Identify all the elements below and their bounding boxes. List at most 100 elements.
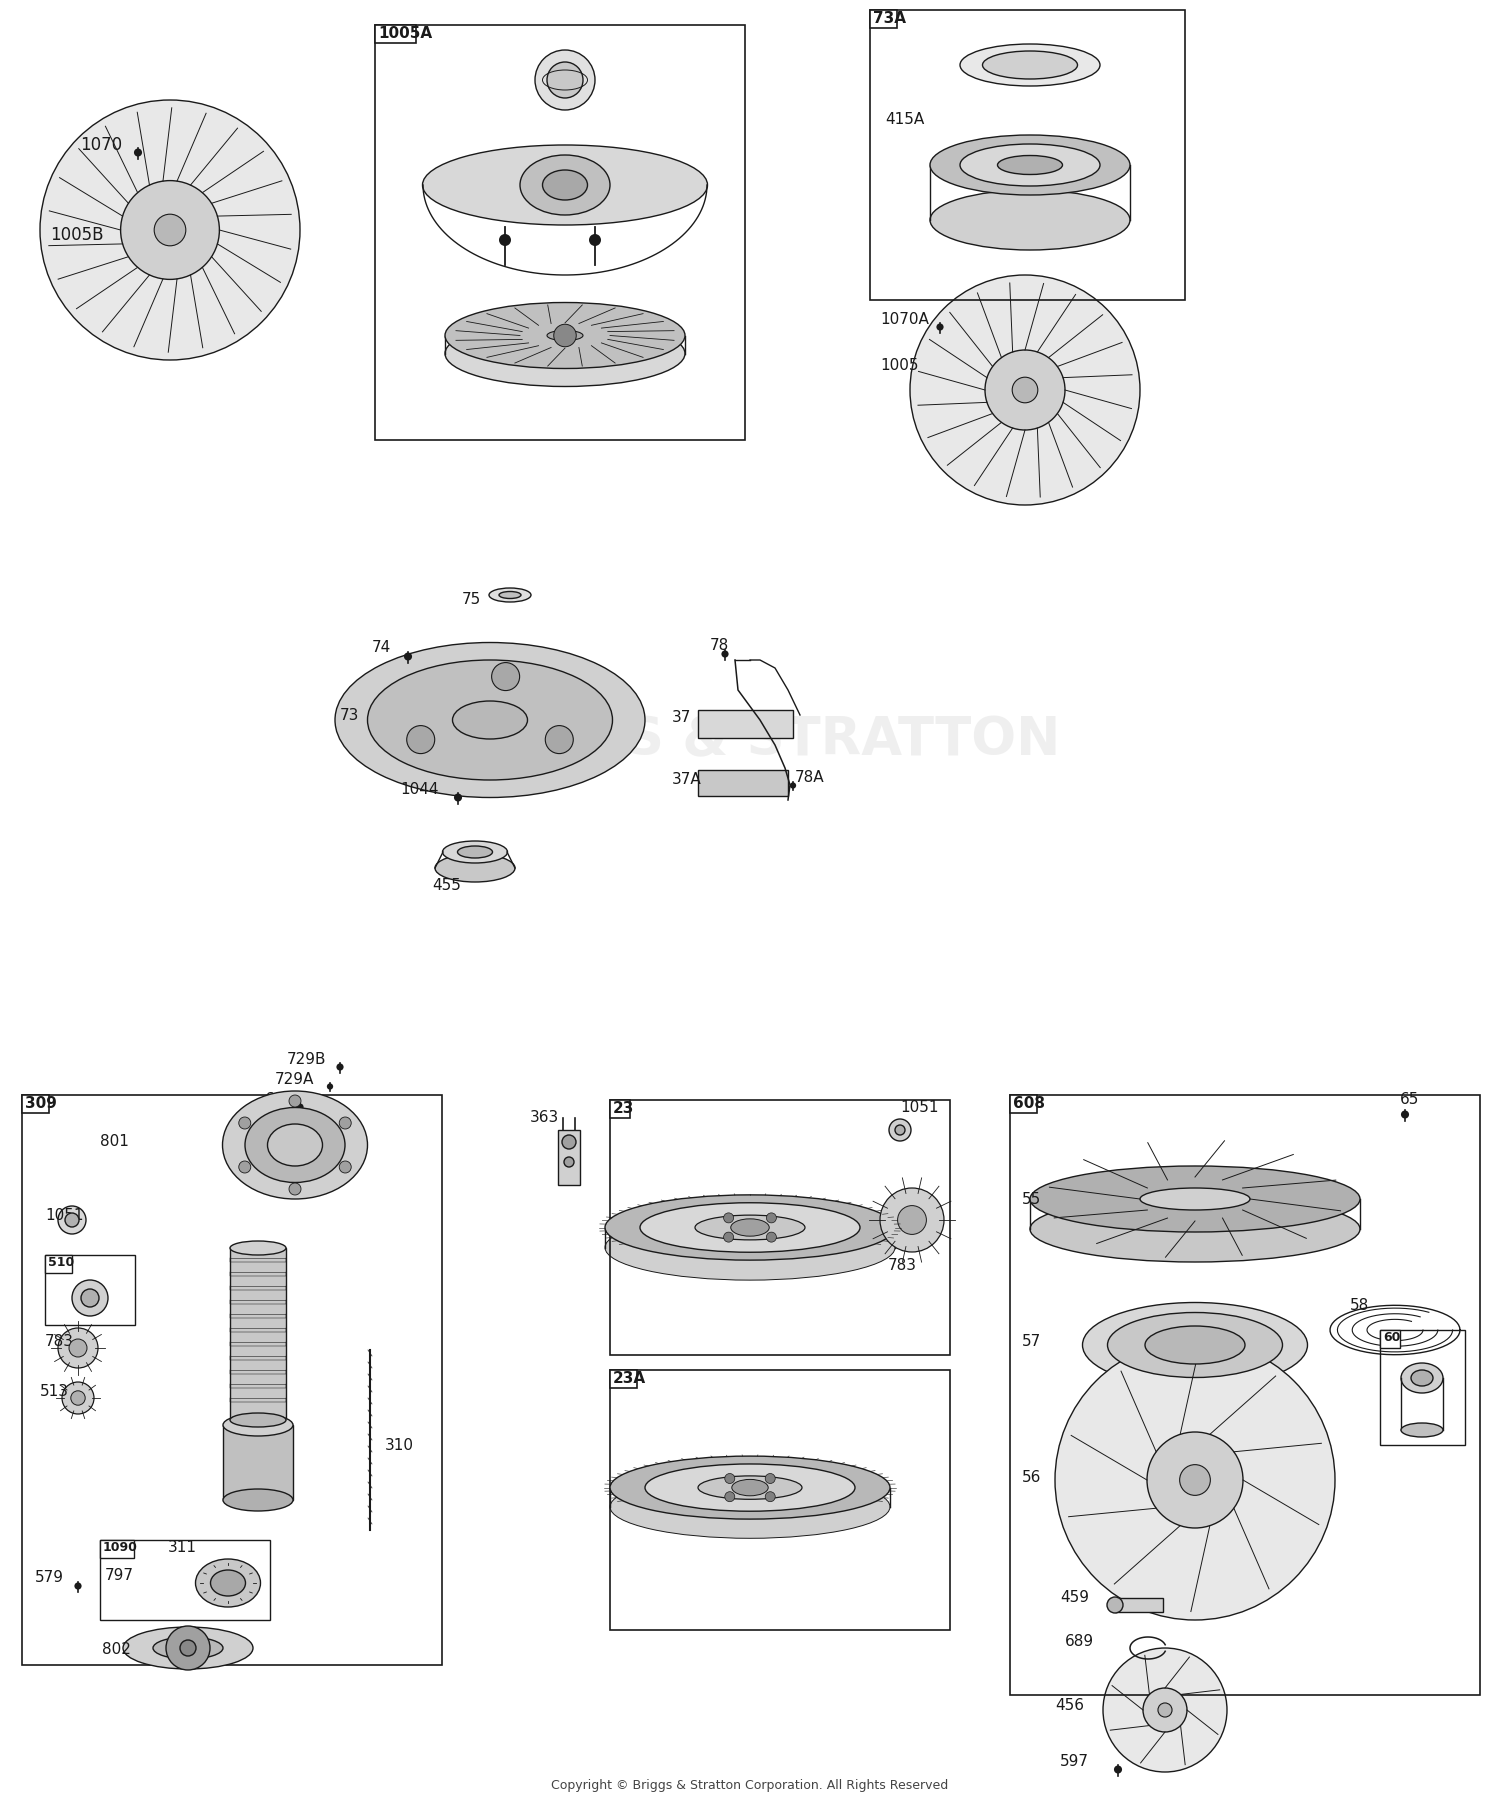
Text: 23A: 23A [614, 1372, 646, 1386]
Ellipse shape [244, 1107, 345, 1183]
Ellipse shape [1107, 1312, 1282, 1377]
Circle shape [723, 1233, 734, 1242]
Text: 513: 513 [40, 1384, 69, 1400]
Bar [1010, 1094, 1480, 1696]
Circle shape [70, 1391, 86, 1406]
Text: 510: 510 [48, 1256, 74, 1269]
Text: 1051: 1051 [900, 1100, 939, 1116]
Circle shape [297, 1103, 303, 1111]
Text: 58: 58 [1350, 1298, 1370, 1312]
Ellipse shape [222, 1091, 368, 1199]
Bar [22, 1094, 442, 1665]
Circle shape [536, 50, 596, 110]
Ellipse shape [368, 661, 612, 779]
Ellipse shape [548, 331, 584, 340]
Circle shape [766, 1213, 777, 1222]
Ellipse shape [1140, 1188, 1250, 1210]
Ellipse shape [1401, 1363, 1443, 1393]
Text: 1044: 1044 [400, 783, 438, 797]
Circle shape [40, 101, 300, 360]
Bar [45, 1255, 72, 1273]
Text: 415A: 415A [885, 112, 924, 128]
Ellipse shape [640, 1202, 860, 1253]
Text: 56: 56 [1022, 1469, 1041, 1485]
Text: 729A: 729A [274, 1073, 315, 1087]
Ellipse shape [610, 1456, 890, 1519]
Ellipse shape [730, 1219, 770, 1237]
Circle shape [986, 349, 1065, 430]
Bar [224, 1426, 292, 1499]
Ellipse shape [195, 1559, 261, 1607]
Bar [22, 1094, 50, 1112]
Ellipse shape [500, 592, 520, 598]
Circle shape [936, 324, 944, 331]
Circle shape [896, 1125, 904, 1136]
Bar [1380, 1330, 1466, 1445]
Ellipse shape [645, 1463, 855, 1512]
Text: BRIGGS & STRATTON: BRIGGS & STRATTON [440, 715, 1060, 767]
Text: 797: 797 [105, 1568, 134, 1582]
Ellipse shape [604, 1215, 896, 1280]
Text: 455: 455 [432, 878, 460, 893]
Text: 37: 37 [672, 711, 692, 725]
Bar [230, 1247, 286, 1420]
Bar [558, 1130, 580, 1184]
Circle shape [765, 1492, 776, 1501]
Circle shape [58, 1206, 86, 1235]
Bar [870, 11, 897, 29]
Text: 57: 57 [1022, 1334, 1041, 1350]
Circle shape [58, 1328, 98, 1368]
Circle shape [75, 1582, 81, 1589]
Text: 1005: 1005 [880, 358, 918, 373]
Ellipse shape [698, 1476, 802, 1499]
Text: 783: 783 [888, 1258, 916, 1273]
Bar [698, 770, 788, 796]
Circle shape [81, 1289, 99, 1307]
Circle shape [134, 148, 142, 157]
Bar [1010, 1094, 1036, 1112]
Circle shape [722, 650, 729, 657]
Ellipse shape [960, 144, 1100, 185]
Circle shape [897, 1206, 927, 1235]
Text: 1070: 1070 [80, 137, 122, 155]
Text: 78A: 78A [795, 770, 825, 785]
Ellipse shape [453, 700, 528, 740]
Circle shape [1013, 378, 1038, 403]
Ellipse shape [458, 846, 492, 859]
Bar [100, 1541, 270, 1620]
Ellipse shape [230, 1240, 286, 1255]
Circle shape [72, 1280, 108, 1316]
Circle shape [546, 725, 573, 754]
Ellipse shape [267, 1123, 322, 1166]
Ellipse shape [224, 1489, 292, 1510]
Bar [870, 11, 1185, 301]
Circle shape [62, 1382, 94, 1415]
Text: 311: 311 [168, 1541, 196, 1555]
Bar [610, 1370, 950, 1631]
Bar [375, 25, 746, 439]
Ellipse shape [1412, 1370, 1432, 1386]
Circle shape [564, 1157, 574, 1166]
Text: 310: 310 [386, 1438, 414, 1453]
Circle shape [404, 652, 412, 661]
Text: 74: 74 [372, 641, 392, 655]
Circle shape [492, 662, 519, 691]
Circle shape [327, 1084, 333, 1089]
Circle shape [336, 1064, 344, 1071]
Text: 78: 78 [710, 639, 729, 653]
Circle shape [562, 1136, 576, 1148]
Circle shape [1054, 1339, 1335, 1620]
Ellipse shape [446, 320, 686, 387]
Circle shape [590, 234, 602, 247]
Circle shape [880, 1188, 944, 1253]
Text: 456: 456 [1054, 1697, 1084, 1712]
Bar [698, 709, 794, 738]
Circle shape [500, 234, 512, 247]
Circle shape [406, 725, 435, 754]
Bar [610, 1100, 630, 1118]
Ellipse shape [1083, 1303, 1308, 1388]
Text: 459: 459 [1060, 1591, 1089, 1606]
Ellipse shape [1030, 1166, 1360, 1231]
Circle shape [1107, 1597, 1124, 1613]
Circle shape [238, 1118, 250, 1129]
